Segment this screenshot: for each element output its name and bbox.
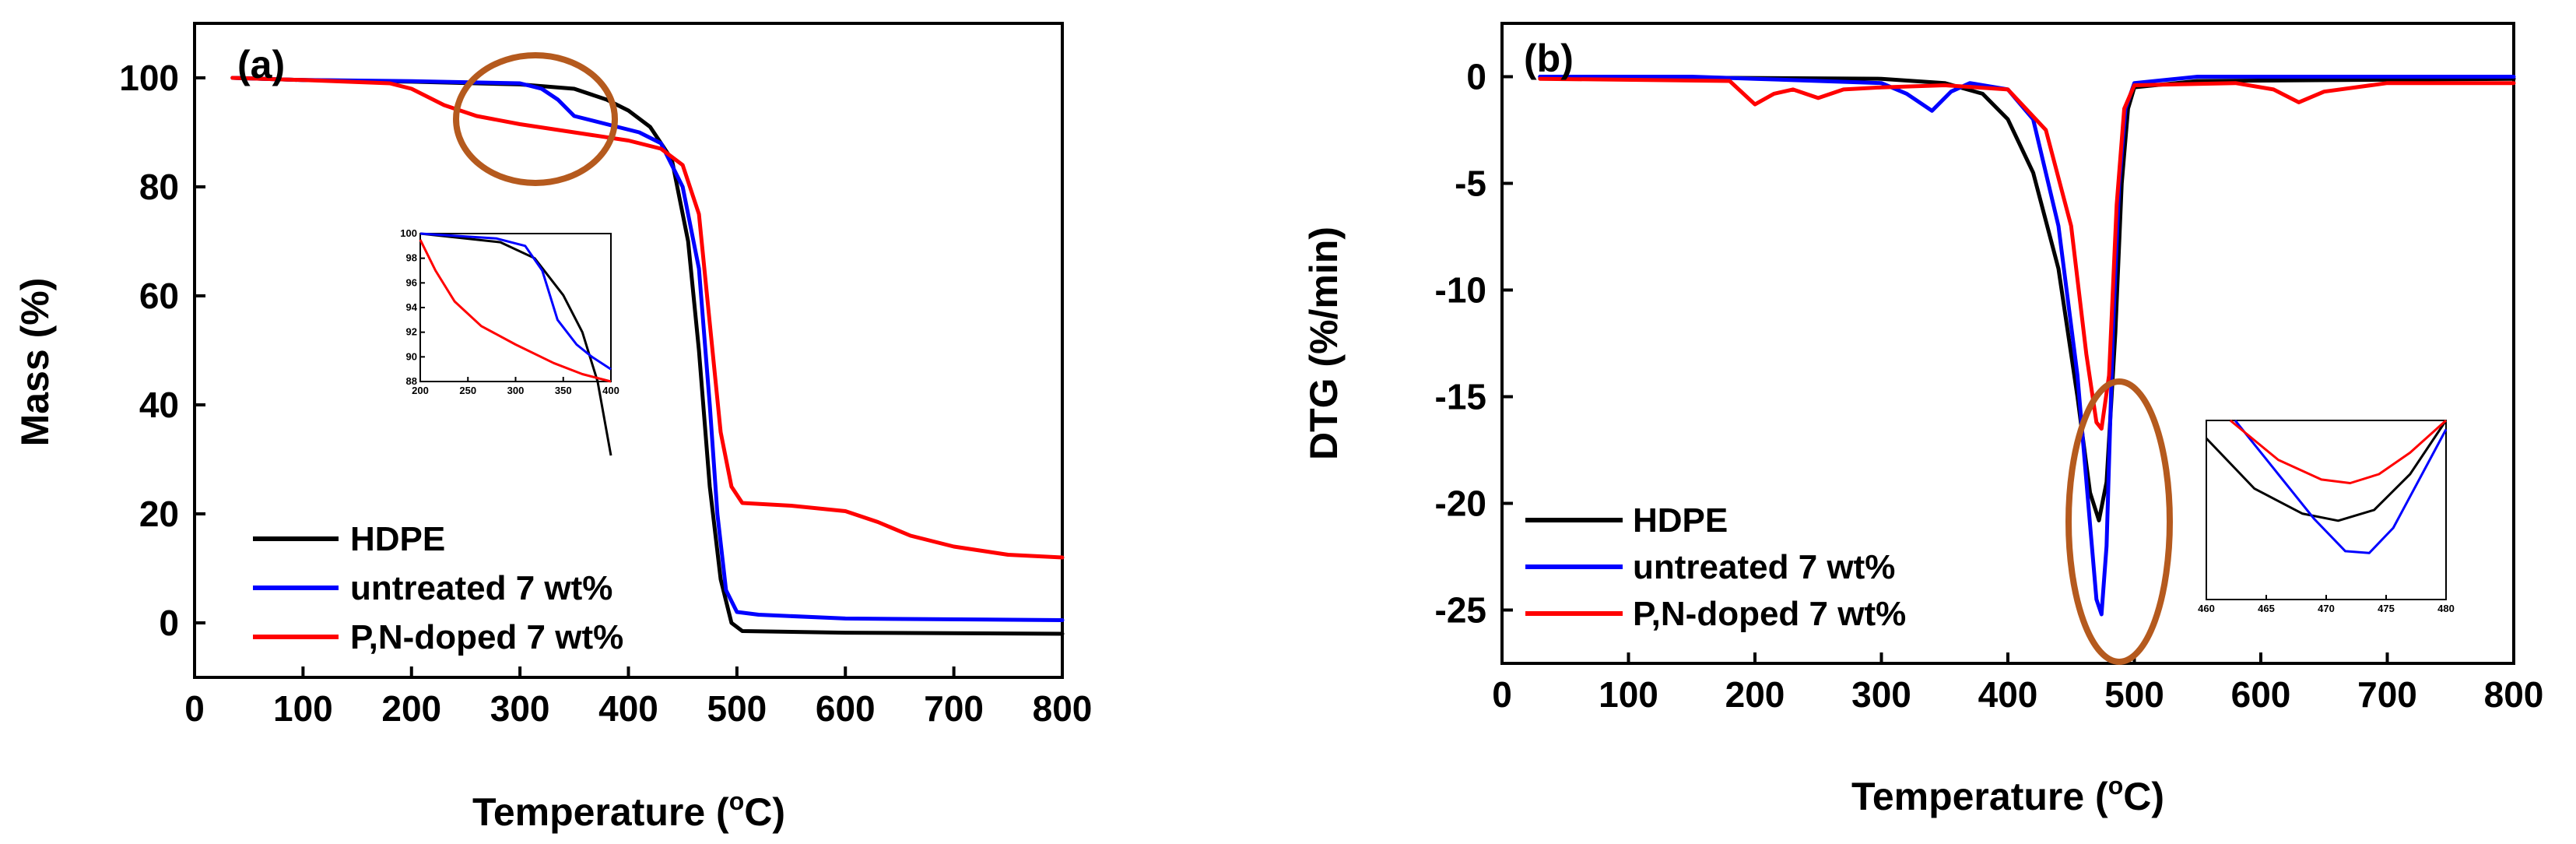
- inset-x-tick-label-a: 400: [602, 385, 619, 396]
- x-tick-label-a: 500: [707, 688, 767, 729]
- x-axis-title-a: Temperature (oC): [472, 787, 785, 834]
- legend-label-hdpe-b: HDPE: [1633, 501, 1728, 540]
- legend-b: HDPE untreated 7 wt% P,N-doped 7 wt%: [1525, 501, 1906, 633]
- x-tick-label-a: 300: [490, 688, 550, 729]
- x-tick-label-a: 200: [381, 688, 441, 729]
- legend-a: HDPE untreated 7 wt% P,N-doped 7 wt%: [253, 520, 623, 656]
- inset-x-tick-label-b: 465: [2258, 603, 2275, 614]
- x-tick-label-a: 0: [184, 688, 205, 729]
- legend-label-untreated-a: untreated 7 wt%: [350, 569, 612, 607]
- inset-series-b: [2205, 419, 2448, 554]
- inset-series-line-untreated-7-wt-a: [419, 232, 612, 371]
- x-tick-label-b: 700: [2357, 674, 2417, 715]
- inset-x-tick-label-b: 475: [2378, 603, 2395, 614]
- x-tick-label-b: 300: [1851, 674, 1911, 715]
- inset-series-line-untreated-7-wt-b: [2234, 420, 2448, 554]
- y-tick-label-b: -5: [1455, 164, 1486, 204]
- highlight-ellipse-a: [453, 52, 618, 186]
- y-tick-label-a: 0: [159, 603, 179, 643]
- legend-label-pn-doped-b: P,N-doped 7 wt%: [1633, 595, 1906, 633]
- series-line-p-n-doped-7-wt-a: [230, 76, 1065, 560]
- inset-frame-a: [419, 233, 612, 382]
- inset-x-tick-label-a: 200: [412, 385, 429, 396]
- inset-x-tick-label-a: 300: [507, 385, 525, 396]
- inset-ticks-b: 460 465 470 475 480: [2198, 595, 2455, 614]
- plot-frame-a: [193, 22, 1064, 679]
- y-tick-label-a: 40: [139, 385, 179, 425]
- b-ticks: 0 100 200 300 400 500 600 700 800 0 -5 -10 -15 -20 -25: [1435, 57, 2544, 716]
- y-tick-label-b: -20: [1435, 484, 1486, 524]
- legend-label-hdpe-a: HDPE: [350, 520, 445, 558]
- y-tick-label-b: 0: [1466, 57, 1486, 97]
- inset-x-tick-label-a: 250: [459, 385, 476, 396]
- x-tick-label-b: 600: [2231, 674, 2291, 715]
- y-axis-title-a: Mass (%): [13, 278, 57, 447]
- inset-y-tick-label-a: 90: [406, 350, 417, 362]
- inset-y-tick-label-a: 94: [406, 301, 418, 313]
- inset-x-tick-label-b: 470: [2318, 603, 2335, 614]
- x-tick-label-a: 100: [273, 688, 333, 729]
- b-series: [1538, 75, 2516, 617]
- y-tick-label-a: 20: [139, 494, 179, 534]
- y-tick-label-b: -10: [1435, 270, 1486, 311]
- legend-label-pn-doped-a: P,N-doped 7 wt%: [350, 618, 623, 656]
- y-tick-label-a: 80: [139, 167, 179, 207]
- x-tick-label-a: 600: [816, 688, 876, 729]
- x-tick-label-a: 400: [598, 688, 658, 729]
- y-tick-label-a: 100: [119, 58, 179, 98]
- panel-a: 0 100 200 300 400 500 600 700 800 0 20 40 60 80 100 (a…: [13, 22, 1092, 834]
- series-line-untreated-7-wt-a: [230, 76, 1065, 622]
- highlight-ellipse-b: [2065, 378, 2173, 665]
- x-tick-label-a: 700: [924, 688, 984, 729]
- inset-y-tick-label-a: 96: [406, 276, 417, 288]
- y-tick-label-b: -25: [1435, 590, 1486, 631]
- x-tick-label-b: 500: [2104, 674, 2164, 715]
- inset-ticks-a: 200 250 300 350 400 88 90 92 94 96 98 100: [400, 227, 619, 396]
- x-axis-title-b: Temperature (oC): [1851, 772, 2164, 818]
- inset-y-tick-label-a: 88: [406, 375, 417, 387]
- inset-x-tick-label-b: 480: [2437, 603, 2455, 614]
- inset-series-line-p-n-doped-7-wt-b: [2229, 419, 2448, 484]
- panel-label-a: (a): [237, 43, 285, 86]
- inset-frame-b: [2206, 420, 2447, 600]
- panel-b: 0 100 200 300 400 500 600 700 800 0 -5 -10 -15 -20 -25…: [1302, 22, 2544, 818]
- series-line-p-n-doped-7-wt-b: [1538, 76, 2516, 431]
- inset-series-line-hdpe-a: [419, 232, 612, 456]
- inset-x-tick-label-b: 460: [2198, 603, 2215, 614]
- inset-series-a: [419, 232, 612, 456]
- x-tick-label-b: 0: [1492, 674, 1512, 715]
- inset-b: 460 465 470 475 480: [2198, 419, 2455, 614]
- x-tick-label-b: 400: [1978, 674, 2038, 715]
- x-tick-label-b: 100: [1599, 674, 1658, 715]
- series-line-hdpe-b: [1538, 75, 2516, 522]
- inset-y-tick-label-a: 100: [400, 227, 417, 239]
- inset-series-line-p-n-doped-7-wt-a: [419, 239, 612, 383]
- y-axis-title-b: DTG (%/min): [1302, 227, 1346, 460]
- panel-label-b: (b): [1524, 37, 1574, 80]
- legend-label-untreated-b: untreated 7 wt%: [1633, 548, 1895, 586]
- inset-series-line-hdpe-b: [2205, 420, 2448, 522]
- x-tick-label-b: 200: [1725, 674, 1785, 715]
- inset-y-tick-label-a: 92: [406, 326, 417, 338]
- a-series: [230, 76, 1065, 636]
- a-ticks: 0 100 200 300 400 500 600 700 800 0 20 40 60 80 100: [119, 58, 1092, 729]
- y-tick-label-a: 60: [139, 276, 179, 316]
- inset-y-tick-label-a: 98: [406, 252, 417, 264]
- x-tick-label-a: 800: [1033, 688, 1093, 729]
- y-tick-label-b: -15: [1435, 377, 1486, 417]
- x-tick-label-b: 800: [2484, 674, 2544, 715]
- inset-a: 200 250 300 350 400 88 90 92 94 96 98 100: [400, 227, 619, 456]
- inset-x-tick-label-a: 350: [555, 385, 572, 396]
